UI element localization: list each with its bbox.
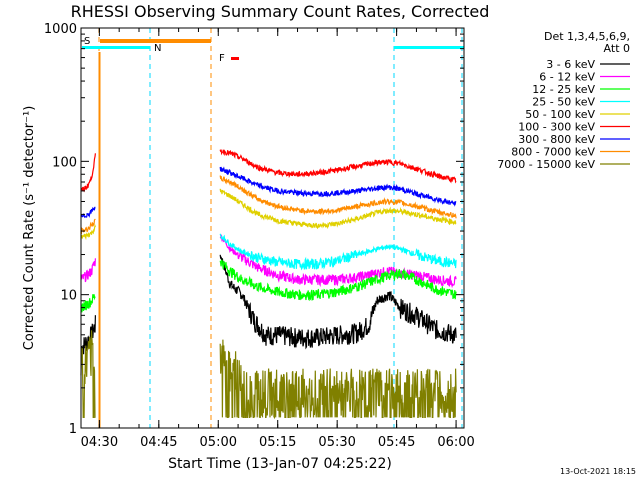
x-tick-label: 05:30 — [318, 435, 355, 450]
night-flag-bar — [394, 46, 464, 49]
flag-label: S — [84, 36, 90, 47]
x-axis-label: Start Time (13-Jan-07 04:25:22) — [168, 456, 392, 472]
x-tick-label: 04:45 — [140, 435, 177, 450]
legend-label: 6 - 12 keV — [539, 71, 595, 84]
series-trace — [219, 233, 457, 271]
series-trace — [80, 330, 96, 418]
series-12-25-kev — [80, 259, 457, 313]
legend-label: 3 - 6 keV — [546, 58, 595, 71]
legend-label: 25 - 50 keV — [532, 96, 595, 109]
y-tick-label: 10 — [60, 289, 77, 304]
y-tick-label: 100 — [52, 155, 77, 170]
legend-label: 12 - 25 keV — [532, 83, 595, 96]
flag-label: F — [219, 53, 225, 64]
legend-header: Att 0 — [604, 42, 630, 55]
plot-frame — [80, 27, 465, 429]
chart-title: RHESSI Observing Summary Count Rates, Co… — [71, 2, 490, 21]
series-trace — [219, 339, 457, 420]
night-flag-bar — [82, 46, 150, 49]
legend-header: Det 1,3,4,5,6,9, — [544, 30, 630, 43]
legend-label: 50 - 100 keV — [525, 108, 595, 121]
series-800-7000-kev — [80, 175, 457, 235]
series-100-300-kev — [80, 149, 457, 193]
flag-label: N — [154, 43, 161, 54]
series-25-50-kev — [219, 233, 457, 271]
series-trace — [80, 294, 96, 313]
flare-flag-bar — [231, 57, 239, 60]
x-tick-label: 04:30 — [81, 435, 118, 450]
series-50-100-kev — [80, 188, 457, 241]
y-tick-label: 1000 — [44, 22, 77, 37]
x-tick-label: 05:00 — [200, 435, 237, 450]
date-stamp: 13-Oct-2021 18:15 — [560, 467, 636, 476]
series-trace — [219, 175, 457, 219]
series-7000-15000-kev — [80, 330, 457, 420]
series-trace — [219, 259, 457, 302]
series-trace — [80, 153, 96, 193]
observing-flags: S N F — [82, 28, 464, 428]
series-trace — [219, 188, 457, 230]
legend-label: 800 - 7000 keV — [511, 146, 595, 159]
series-trace — [80, 223, 96, 241]
legend-label: 300 - 800 keV — [518, 133, 595, 146]
series-trace — [80, 258, 96, 283]
x-tick-label: 05:15 — [259, 435, 296, 450]
y-axis-label: Corrected Count Rate (s⁻¹ detector⁻¹) — [22, 106, 37, 351]
axes: 04:30 04:45 05:00 05:15 05:30 05:45 06:00 1 10 10… — [44, 22, 475, 450]
y-tick-label: 1 — [69, 422, 77, 437]
x-tick-label: 06:00 — [437, 435, 474, 450]
legend-label: 7000 - 15000 keV — [497, 158, 595, 171]
series-trace — [80, 206, 96, 219]
series-300-800-kev — [80, 166, 457, 219]
legend-label: 100 - 300 keV — [518, 121, 595, 134]
saa-flag-bar — [100, 39, 211, 43]
series-trace — [219, 166, 457, 207]
series-layer — [80, 149, 457, 420]
series-trace — [219, 254, 457, 350]
x-tick-label: 05:45 — [378, 435, 415, 450]
series-trace — [219, 149, 457, 184]
